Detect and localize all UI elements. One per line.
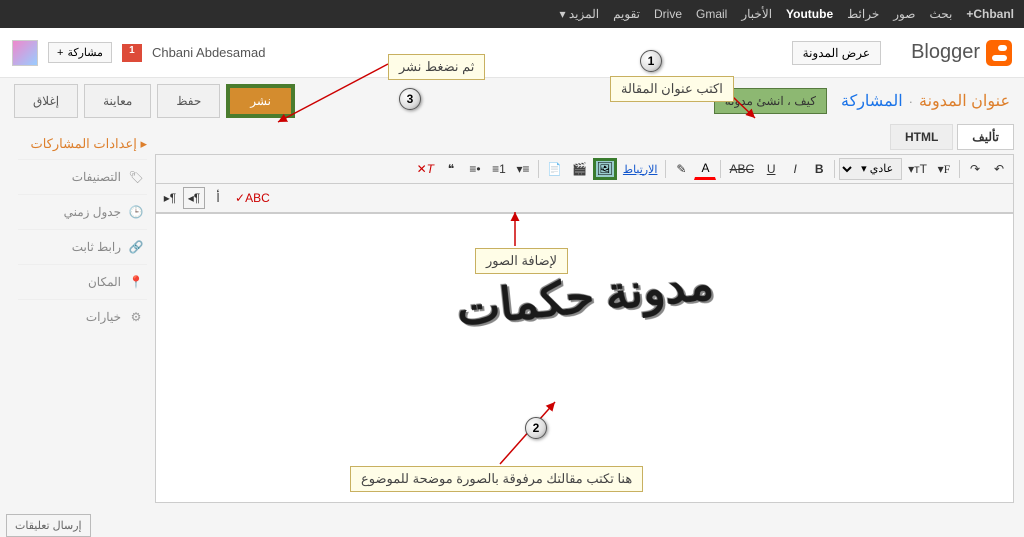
notification-icon[interactable] <box>122 44 142 62</box>
content-row: تأليف HTML ↶ ↷ F▾ тT▾ عادي ▾ B I U ABC A… <box>0 124 1024 503</box>
editor-area: تأليف HTML ↶ ↷ F▾ тT▾ عادي ▾ B I U ABC A… <box>155 124 1014 503</box>
topbar-item[interactable]: تقويم <box>613 7 640 21</box>
post-settings-sidebar: ▸ إعدادات المشاركات 🏷التصنيفات 🕒جدول زمن… <box>10 124 155 503</box>
lang-icon[interactable]: أ <box>207 187 229 209</box>
jump-icon[interactable]: 📄 <box>543 158 566 180</box>
save-button[interactable]: حفظ <box>157 84 220 118</box>
tab-compose[interactable]: تأليف <box>957 124 1014 150</box>
quote-icon[interactable]: ❝ <box>440 158 462 180</box>
blogger-icon <box>986 40 1012 66</box>
topbar-item[interactable]: بحث <box>929 7 952 21</box>
highlight-icon[interactable]: ✎ <box>670 158 692 180</box>
link-icon: 🔗 <box>129 240 143 254</box>
video-icon[interactable]: 🎬 <box>568 158 591 180</box>
font-family-icon[interactable]: F▾ <box>933 158 955 180</box>
sidebar-item-options[interactable]: ⚙خيارات <box>18 299 147 334</box>
topbar-item[interactable]: خرائط <box>847 7 879 21</box>
share-button[interactable]: + مشاركة <box>48 42 112 63</box>
feedback-button[interactable]: إرسال تعليقات <box>6 514 91 537</box>
list-ul-icon[interactable]: •≡ <box>464 158 486 180</box>
sidebar-item-permalink[interactable]: 🔗رابط ثابت <box>18 229 147 264</box>
rtl-icon[interactable]: ¶◂ <box>183 187 205 209</box>
blogger-header: Blogger عرض المدونة + مشاركة Chbani Abde… <box>0 28 1024 78</box>
blogger-brand-text: Blogger <box>911 41 980 64</box>
sidebar-item-location[interactable]: 📍المكان <box>18 264 147 299</box>
editor-tabs: تأليف HTML <box>155 124 1014 150</box>
link-button[interactable]: الارتباط <box>619 158 662 180</box>
ltr-icon[interactable]: ¶▸ <box>159 187 181 209</box>
tag-icon: 🏷 <box>129 170 143 184</box>
clock-icon: 🕒 <box>129 205 143 219</box>
insert-image-button[interactable]: 🖼 <box>593 158 617 180</box>
list-ol-icon[interactable]: 1≡ <box>488 158 510 180</box>
topbar-item[interactable]: Gmail <box>696 7 727 21</box>
close-button[interactable]: إغلاق <box>14 84 78 118</box>
align-icon[interactable]: ≡▾ <box>512 158 534 180</box>
topbar-more[interactable]: المزيد ▾ <box>560 7 600 21</box>
topbar-item[interactable]: الأخبار <box>741 7 772 21</box>
blog-name[interactable]: عنوان المدونة <box>919 91 1010 111</box>
sidebar-item-labels[interactable]: 🏷التصنيفات <box>18 159 147 194</box>
post-title-row: عنوان المدونة · المشاركة كيف ، انشئ مدون… <box>0 78 1024 124</box>
gear-icon: ⚙ <box>129 310 143 324</box>
separator: · <box>909 94 913 109</box>
italic-icon[interactable]: I <box>784 158 806 180</box>
text-color-icon[interactable]: A <box>694 158 716 180</box>
heading-select[interactable]: عادي ▾ <box>839 158 902 180</box>
google-topbar: Chbanl+ بحث صور خرائط Youtube الأخبار Gm… <box>0 0 1024 28</box>
topbar-item-active[interactable]: Youtube <box>786 7 833 21</box>
topbar-user[interactable]: Chbanl+ <box>966 7 1014 21</box>
inserted-image[interactable]: مدونة حكمات <box>454 256 716 337</box>
post-label: المشاركة <box>841 91 903 111</box>
undo-icon[interactable]: ↶ <box>988 158 1010 180</box>
font-size-icon[interactable]: тT▾ <box>904 158 931 180</box>
redo-icon[interactable]: ↷ <box>964 158 986 180</box>
topbar-item[interactable]: صور <box>893 7 915 21</box>
preview-button[interactable]: معاينة <box>84 84 151 118</box>
editor-canvas[interactable]: مدونة حكمات <box>155 213 1014 503</box>
view-blog-button[interactable]: عرض المدونة <box>792 41 881 65</box>
username-label[interactable]: Chbani Abdesamad <box>152 45 265 60</box>
pin-icon: 📍 <box>129 275 143 289</box>
blogger-logo[interactable]: Blogger <box>911 40 1012 66</box>
spellcheck-icon[interactable]: ABC✓ <box>231 187 274 209</box>
underline-icon[interactable]: U <box>760 158 782 180</box>
clear-format-icon[interactable]: T✕ <box>413 158 438 180</box>
editor-toolbar-2: ABC✓ أ ¶◂ ¶▸ <box>155 184 1014 213</box>
strike-icon[interactable]: ABC <box>725 158 758 180</box>
bold-icon[interactable]: B <box>808 158 830 180</box>
post-title-input[interactable]: كيف ، انشئ مدونة <box>714 88 827 114</box>
tab-html[interactable]: HTML <box>890 124 953 150</box>
sidebar-title[interactable]: ▸ إعدادات المشاركات <box>18 130 147 159</box>
action-buttons: إغلاق معاينة حفظ نشر <box>14 84 295 118</box>
topbar-item[interactable]: Drive <box>654 7 682 21</box>
editor-toolbar: ↶ ↷ F▾ тT▾ عادي ▾ B I U ABC A ✎ الارتباط… <box>155 154 1014 184</box>
header-user-area: + مشاركة Chbani Abdesamad <box>12 40 295 66</box>
publish-button[interactable]: نشر <box>226 84 295 118</box>
sidebar-item-schedule[interactable]: 🕒جدول زمني <box>18 194 147 229</box>
avatar[interactable] <box>12 40 38 66</box>
